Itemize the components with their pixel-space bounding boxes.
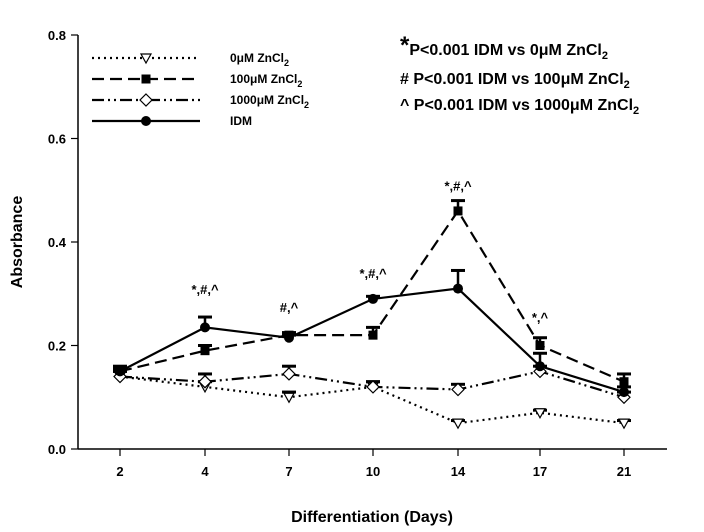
annotation-layer: *,#,^ #,^ *,#,^ *,#,^ *,^ [191,178,548,325]
data-point [619,377,629,387]
series-line [119,287,625,394]
data-point [451,418,465,430]
x-tick-label: 10 [366,464,380,479]
legend-marker [141,74,151,84]
data-point [368,293,378,304]
legend-label: 100μM ZnCl2 [230,72,302,89]
legend-marker [139,93,153,107]
significance-annotation: #,^ [280,300,299,315]
data-point [533,408,547,420]
significance-note: ^ P<0.001 IDM vs 1000μM ZnCl2 [400,97,639,117]
data-point [282,392,296,404]
y-tick-label: 0.0 [48,442,66,457]
data-point [617,418,631,430]
data-point [453,206,463,216]
series-3 [113,364,631,405]
data-point [198,374,212,389]
x-tick-label: 2 [116,464,123,479]
x-axis-title: Differentiation (Days) [291,509,453,526]
y-tick-label: 0.4 [48,235,67,250]
series-1 [113,369,631,430]
significance-note: # P<0.001 IDM vs 100μM ZnCl2 [400,71,630,91]
x-tick-label: 4 [201,464,209,479]
data-point [366,380,380,394]
data-point [619,387,629,398]
legend-label: 0μM ZnCl2 [230,51,289,68]
data-point [535,341,545,350]
legend: 0μM ZnCl2 100μM ZnCl2 1000μM ZnCl2 IDM [92,51,309,128]
data-point [451,382,465,397]
x-tick-label: 14 [451,464,466,479]
significance-annotation: *,#,^ [444,178,472,193]
significance-annotation: *,^ [532,310,549,325]
x-tick-label: 7 [285,464,292,479]
y-axis-ticks: 0.0 0.2 0.4 0.6 0.8 [48,28,78,457]
x-tick-label: 21 [617,464,631,479]
legend-label: 1000μM ZnCl2 [230,93,309,110]
y-tick-label: 0.2 [48,339,66,354]
data-point [115,366,125,377]
series-layer [113,199,631,430]
significance-annotation: *,#,^ [359,266,387,281]
data-point [284,332,294,343]
data-point [453,283,463,294]
y-tick-label: 0.8 [48,28,66,43]
significance-notes: *P<0.001 IDM vs 0μM ZnCl2 # P<0.001 IDM v… [400,32,639,117]
data-point [282,367,296,381]
x-axis-ticks: 2 4 7 10 14 17 21 [116,449,631,479]
legend-marker [141,116,151,126]
y-axis-title: Absorbance [9,196,26,289]
data-point [368,330,378,340]
legend-marker [139,53,153,65]
data-point [200,322,210,333]
significance-note: *P<0.001 IDM vs 0μM ZnCl2 [400,32,608,62]
legend-label: IDM [230,114,252,128]
y-tick-label: 0.6 [48,132,66,147]
series-4 [113,268,631,398]
significance-annotation: *,#,^ [191,282,219,297]
x-tick-label: 17 [533,464,547,479]
data-point [200,346,210,356]
data-point [535,361,545,372]
